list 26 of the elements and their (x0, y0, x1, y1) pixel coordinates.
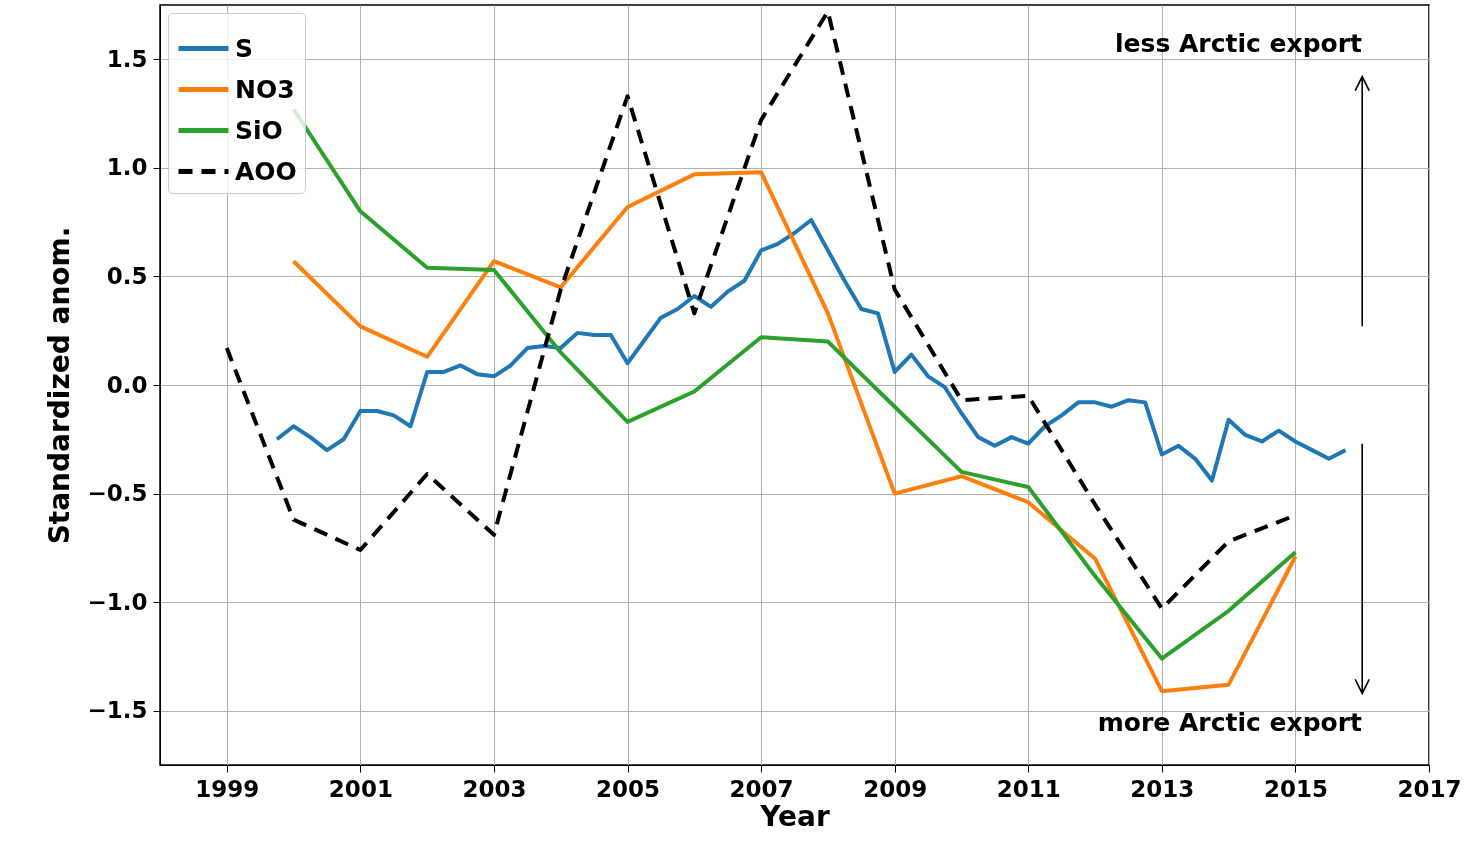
x-tick-label: 2009 (863, 775, 928, 802)
legend-label: AOO (235, 156, 297, 186)
x-tick-label: 2001 (328, 775, 393, 802)
legend-label: NO3 (235, 74, 295, 104)
y-tick-label: 1.5 (106, 45, 148, 72)
y-tick-label: −1.0 (87, 588, 148, 615)
legend-label: S (235, 33, 254, 63)
y-tick-label: 0.5 (106, 262, 148, 289)
legend-label: SiO (235, 115, 283, 145)
x-tick-label: 2015 (1263, 775, 1328, 802)
y-axis-title: Standardized anom. (43, 226, 77, 545)
x-tick-label: 2007 (729, 775, 794, 802)
x-tick-label: 2013 (1130, 775, 1195, 802)
annotation: more Arctic export (1097, 708, 1363, 737)
x-tick-label: 2011 (996, 775, 1061, 802)
y-tick-label: −1.5 (87, 697, 148, 724)
y-tick-label: 1.0 (106, 154, 148, 181)
x-tick-label: 2003 (462, 775, 527, 802)
x-tick-label: 1999 (195, 775, 260, 802)
x-axis-title: Year (759, 799, 830, 833)
y-tick-label: −0.5 (87, 480, 148, 507)
x-tick-label: 2017 (1397, 775, 1462, 802)
y-tick-label: 0.0 (106, 371, 148, 398)
annotation: less Arctic export (1115, 29, 1363, 58)
x-tick-label: 2005 (596, 775, 661, 802)
line-series (274, 217, 1348, 483)
